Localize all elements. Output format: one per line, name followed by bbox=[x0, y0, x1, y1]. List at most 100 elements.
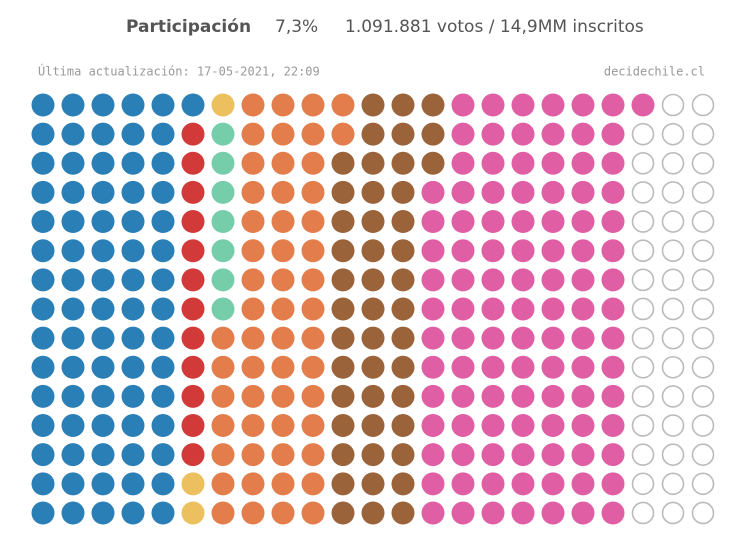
seat-dot bbox=[391, 180, 415, 204]
seat-dot bbox=[451, 501, 475, 525]
seat-dot bbox=[91, 414, 115, 438]
seat-dot bbox=[661, 93, 685, 117]
seat-dot bbox=[691, 239, 715, 262]
seat-dot bbox=[391, 501, 415, 525]
seat-dot bbox=[421, 268, 445, 292]
seat-dot bbox=[691, 181, 715, 204]
seat-dot bbox=[481, 326, 505, 350]
seat-dot bbox=[541, 210, 565, 234]
seat-dot bbox=[211, 472, 235, 496]
seat-dot bbox=[181, 414, 205, 438]
seat-dot bbox=[511, 210, 535, 234]
seat-dot bbox=[391, 384, 415, 408]
seat-dot bbox=[211, 268, 235, 292]
seat-dot bbox=[361, 472, 385, 496]
seat-dot bbox=[511, 180, 535, 204]
seat-dot bbox=[331, 122, 355, 146]
seat-dot bbox=[391, 297, 415, 321]
seat-dot bbox=[181, 239, 205, 263]
seat-dot bbox=[91, 180, 115, 204]
seat-dot bbox=[541, 355, 565, 379]
seat-dot bbox=[271, 122, 295, 146]
seat-dot bbox=[211, 210, 235, 234]
seat-dot bbox=[631, 414, 655, 437]
seat-dot bbox=[601, 297, 625, 321]
seat-dot bbox=[571, 472, 595, 496]
seat-dot bbox=[691, 151, 715, 175]
seat-dot bbox=[271, 93, 295, 117]
seat-dot bbox=[271, 501, 295, 525]
seat-dot bbox=[541, 239, 565, 263]
seat-dot bbox=[301, 501, 325, 525]
seat-dot bbox=[301, 414, 325, 438]
seat-dot bbox=[241, 239, 265, 263]
seat-dot bbox=[451, 239, 475, 263]
seat-dot bbox=[241, 180, 265, 204]
seat-dot bbox=[481, 297, 505, 321]
seat-dot bbox=[691, 268, 715, 292]
seat-dot bbox=[571, 239, 595, 263]
seat-dot bbox=[241, 326, 265, 350]
seat-dot bbox=[631, 268, 655, 292]
seat-dot bbox=[121, 326, 145, 350]
seat-dot bbox=[31, 180, 55, 204]
seat-dot bbox=[661, 414, 685, 437]
seat-dot bbox=[661, 268, 685, 292]
seat-dot bbox=[601, 122, 625, 146]
seat-dot bbox=[31, 268, 55, 292]
seat-dot bbox=[211, 414, 235, 438]
seat-dot bbox=[121, 297, 145, 321]
seat-dot bbox=[331, 239, 355, 263]
seat-dot bbox=[601, 472, 625, 496]
seat-dot bbox=[631, 181, 655, 204]
seat-dot bbox=[271, 384, 295, 408]
seat-dot bbox=[91, 268, 115, 292]
seat-dot bbox=[211, 384, 235, 408]
seat-dot bbox=[361, 443, 385, 467]
seat-dot bbox=[31, 93, 55, 117]
seat-dot bbox=[361, 93, 385, 117]
seat-dot bbox=[301, 443, 325, 467]
seat-dot bbox=[331, 297, 355, 321]
seat-dot bbox=[391, 414, 415, 438]
seat-dot bbox=[451, 384, 475, 408]
seat-dot bbox=[571, 297, 595, 321]
seat-dot bbox=[421, 355, 445, 379]
seat-dot bbox=[151, 180, 175, 204]
seat-dot bbox=[601, 180, 625, 204]
seat-dot bbox=[451, 210, 475, 234]
seat-dot bbox=[61, 93, 85, 117]
seat-dot bbox=[151, 414, 175, 438]
seat-dot bbox=[31, 239, 55, 263]
seat-dot bbox=[61, 180, 85, 204]
seat-dot bbox=[331, 501, 355, 525]
seat-dot bbox=[211, 180, 235, 204]
seat-dot bbox=[181, 180, 205, 204]
seat-dot bbox=[31, 210, 55, 234]
seat-dot bbox=[181, 151, 205, 175]
seat-dot bbox=[151, 122, 175, 146]
seat-dot bbox=[571, 93, 595, 117]
seat-dot bbox=[121, 443, 145, 467]
seat-dot bbox=[541, 472, 565, 496]
seat-dot bbox=[31, 443, 55, 467]
seat-dot bbox=[361, 122, 385, 146]
seat-dot bbox=[631, 385, 655, 408]
seat-dot bbox=[61, 122, 85, 146]
seat-dot bbox=[391, 326, 415, 350]
seat-dot bbox=[91, 501, 115, 525]
seat-dot bbox=[361, 326, 385, 350]
seat-dot bbox=[61, 414, 85, 438]
seat-dot bbox=[481, 239, 505, 263]
seat-dot bbox=[481, 210, 505, 234]
seat-dot bbox=[421, 239, 445, 263]
seat-dot bbox=[121, 122, 145, 146]
seat-dot bbox=[511, 472, 535, 496]
seat-dot bbox=[511, 414, 535, 438]
seat-dot bbox=[61, 151, 85, 175]
seat-dot bbox=[211, 151, 235, 175]
dot-grid bbox=[31, 93, 715, 525]
seat-dot bbox=[601, 501, 625, 525]
seat-dot bbox=[241, 151, 265, 175]
seat-dot bbox=[541, 501, 565, 525]
